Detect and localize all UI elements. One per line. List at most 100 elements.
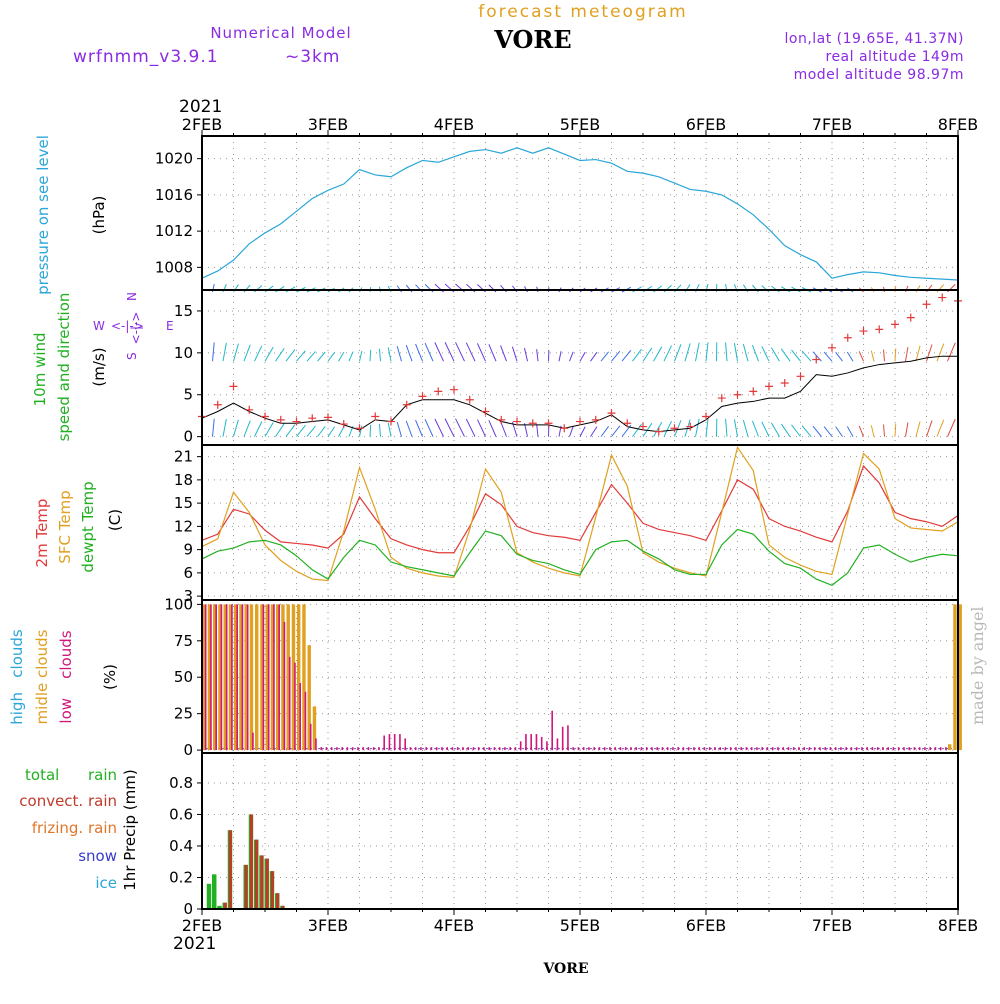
precip-convect-bar-8 (245, 865, 248, 909)
wind-arrow-2-32 (370, 425, 371, 437)
wind-arrow-1-82 (633, 349, 642, 361)
wind-arrow-0-134 (906, 286, 908, 292)
temp-ytick-label-21: 21 (174, 448, 193, 466)
cloud-low-bar-21 (320, 747, 322, 750)
cloud-low-bar-143 (394, 734, 396, 750)
cloud-low-bar-15 (289, 657, 291, 750)
cloud-low-bar-144 (399, 734, 401, 750)
wind-arrow-2-76 (601, 426, 609, 436)
cloud-low-bar-82 (641, 747, 643, 750)
cloud-low-bar-112 (798, 747, 800, 750)
cloud-low-bar-11 (268, 604, 270, 750)
wind-arrow-2-96 (706, 419, 708, 437)
cloud-low-bar-103 (751, 747, 753, 750)
cloud-low-bar-40 (420, 747, 422, 750)
date-label-bottom-5FEB: 5FEB (560, 916, 600, 935)
wind-ylabel: 10m wind speed and direction (31, 293, 73, 442)
cloud-low-bar-117 (824, 747, 826, 750)
wind-arrow-1-40 (406, 345, 412, 361)
compass-w: W (93, 319, 105, 333)
cloud-low-bar-85 (656, 747, 658, 750)
cloud-low-bar-155 (567, 725, 569, 750)
wind-arrow-2-122 (836, 427, 843, 437)
wind-arrow-2-44 (425, 419, 433, 436)
wind-arrow-2-120 (824, 427, 832, 437)
wind-arrow-0-60 (512, 286, 517, 292)
temp-ytick-label-9: 9 (183, 541, 193, 559)
wind-arrow-1-116 (802, 351, 811, 361)
wind-arrow-1-134 (906, 347, 908, 361)
compass-h: <-|-> (111, 319, 144, 333)
wind-speed-point-16 (450, 386, 458, 394)
cloud-ytick-label-100: 100 (164, 595, 193, 613)
cloud-low-bar-105 (761, 747, 763, 750)
wind-speed-point-36 (765, 382, 773, 390)
wind-speed-point-15 (434, 387, 442, 395)
pressure-ytick-label-1020: 1020 (155, 150, 193, 168)
cloud-low-bar-26 (347, 747, 349, 750)
cloud-low-bar-49 (467, 747, 469, 750)
cloud-low-bar-17 (299, 683, 301, 750)
wind-speed-point-6 (293, 418, 301, 426)
cloud-low-bar-44 (441, 747, 443, 750)
wind-arrow-2-102 (734, 419, 737, 436)
wind-arrow-1-36 (388, 348, 391, 362)
cloud-low-bar-139 (940, 747, 942, 750)
wind-speed-point-19 (497, 416, 505, 424)
wind-speed-point-10 (356, 424, 364, 432)
cloud-low-bar-69 (572, 747, 574, 750)
wind-arrow-1-114 (792, 350, 801, 361)
wind-arrow-0-86 (654, 286, 662, 292)
precip-label-total: total rain (25, 766, 117, 784)
cloud-low-bar-83 (646, 747, 648, 750)
pressure-ytick-label-1012: 1012 (155, 222, 193, 240)
cloud-low-bar-3 (221, 604, 223, 750)
cloud-low-bar-0 (205, 604, 207, 750)
cloud-low-bar-138 (935, 747, 937, 750)
cloud-low-bar-50 (473, 747, 475, 750)
wind-arrow-2-52 (466, 419, 475, 437)
precip-label-snow: snow (78, 847, 117, 865)
cloud-low-bar-87 (667, 747, 669, 750)
wind-arrow-2-86 (654, 422, 662, 436)
cloud-low-bar-131 (898, 747, 900, 750)
wind-arrow-2-138 (927, 421, 933, 437)
temp-series-2 (202, 529, 958, 585)
cloud-low-bar-22 (326, 747, 328, 750)
wind-arrow-2-2 (213, 419, 215, 437)
cloud-low-bar-10 (263, 604, 265, 750)
wind-arrow-0-136 (916, 285, 920, 292)
wind-speed-point-30 (671, 424, 679, 432)
wind-speed-point-14 (419, 392, 427, 400)
wind-arrow-0-10 (255, 285, 262, 292)
cloud-ytick-label-50: 50 (174, 668, 193, 686)
cloud-label-low: low clouds (57, 630, 75, 723)
wind-arrow-1-138 (927, 345, 933, 362)
wind-arrow-2-142 (948, 419, 956, 436)
wind-arrow-2-64 (537, 424, 538, 436)
cloud-low-bar-127 (877, 747, 879, 750)
wind-arrow-2-112 (781, 424, 790, 437)
wind-arrow-1-58 (501, 345, 507, 361)
precip-label-ice: ice (95, 874, 117, 892)
cloud-unit: (%) (101, 664, 119, 690)
wind-arrow-1-42 (416, 344, 423, 361)
cloud-low-bar-142 (389, 734, 391, 750)
cloud-low-bar-24 (336, 747, 338, 750)
cloud-low-bar-140 (945, 747, 947, 750)
cloud-low-bar-16 (294, 663, 296, 750)
cloud-low-bar-128 (882, 747, 884, 750)
wind-arrow-2-12 (265, 423, 273, 437)
wind-arrow-1-78 (612, 351, 620, 361)
cloud-low-bar-14 (284, 622, 286, 750)
cloud-low-bar-102 (746, 747, 748, 750)
precip-ytick-label-0.2: 0.2 (169, 868, 193, 886)
cloud-low-bar-115 (814, 747, 816, 750)
temp-series-0 (202, 466, 958, 553)
cloud-low-bar-119 (835, 747, 837, 750)
cloud-low-bar-71 (583, 747, 585, 750)
wind-speed-point-40 (828, 344, 836, 352)
model-altitude-label: model altitude 98.97m (794, 67, 964, 83)
wind-arrow-2-104 (743, 420, 748, 437)
